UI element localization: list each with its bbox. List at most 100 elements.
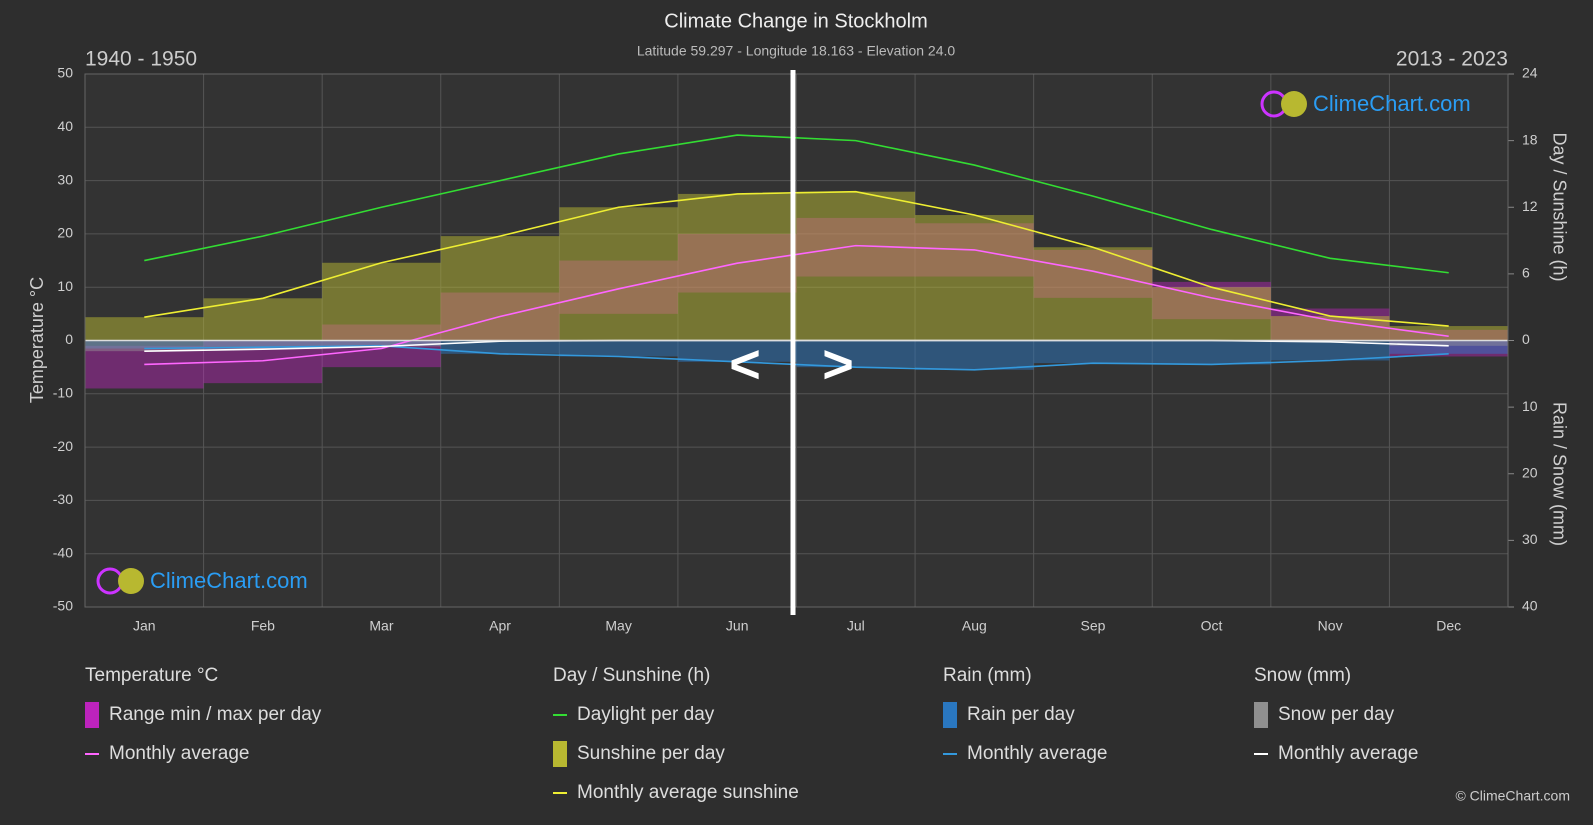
per-day-bar [796, 340, 916, 368]
logo-icon [118, 568, 144, 594]
y3-tick-label: 20 [1522, 464, 1538, 480]
x-tick-label: Mar [369, 618, 393, 634]
legend-title: Snow (mm) [1254, 665, 1351, 686]
legend-swatch [943, 702, 957, 728]
y-tick-label: 0 [65, 331, 73, 347]
monthly-average-line [144, 190, 1449, 327]
plot-area: -50 -40 -30 -20 -10 0 10 20 30 40 50 0 6 12 18 24 10 20 30… [53, 65, 1538, 634]
legend-title: Temperature °C [85, 665, 218, 686]
y-tick-label: -10 [53, 385, 73, 401]
per-day-bar [677, 340, 797, 362]
x-tick-label: May [605, 618, 631, 634]
y-tick-label: 30 [57, 171, 73, 187]
temperature-range [1152, 281, 1271, 320]
legend-label: Monthly average sunshine [577, 782, 799, 803]
y-tick-label: -50 [53, 598, 73, 614]
plot-frame [84, 73, 1509, 608]
per-day-bar [322, 340, 441, 346]
logo-text: ClimeChart.com [150, 568, 308, 593]
x-tick-label: Jul [847, 618, 865, 634]
monthly-average-line [144, 244, 1449, 366]
per-day-bar [85, 340, 204, 349]
nav-next[interactable]: > [822, 334, 854, 394]
per-day-bar [1152, 340, 1271, 365]
per-day-bar [1389, 340, 1508, 346]
per-day-bar [915, 215, 1034, 341]
per-day-bar [322, 262, 441, 341]
per-day-bar [203, 340, 323, 350]
monthly-average-line [144, 134, 1449, 274]
x-tick-label: Oct [1201, 618, 1223, 634]
temperature-range [559, 260, 678, 314]
per-day-bar [677, 193, 797, 341]
per-day-bar [322, 340, 441, 347]
period-right: 2013 - 2023 [1396, 48, 1508, 71]
legend-label: Snow per day [1278, 704, 1395, 725]
legend-label: Daylight per day [577, 704, 715, 725]
y-tick-label: 50 [57, 65, 73, 81]
y3-tick-label: 40 [1522, 598, 1538, 614]
y2-tick-label: 12 [1522, 198, 1538, 214]
x-tick-label: Apr [489, 618, 511, 634]
y2-tick-label: 24 [1522, 65, 1538, 81]
y2-axis-label: Day / Sunshine (h) [1549, 132, 1569, 281]
copyright: © ClimeChart.com [1455, 788, 1570, 804]
per-day-bar [559, 207, 678, 341]
legend-title: Rain (mm) [943, 665, 1032, 686]
y-axis-label: Temperature °C [27, 277, 47, 403]
per-day-bar [1152, 287, 1271, 341]
legend-label: Monthly average [967, 743, 1107, 764]
y3-tick-label: 30 [1522, 531, 1538, 547]
legend-label: Sunshine per day [577, 743, 725, 764]
temperature-range [1033, 249, 1153, 298]
per-day-bar [85, 317, 204, 341]
y3-axis-label: Rain / Snow (mm) [1549, 402, 1569, 546]
legend-label: Monthly average [1278, 743, 1418, 764]
per-day-bar [85, 340, 204, 352]
legend-swatch [553, 741, 567, 767]
y2-tick-label: 18 [1522, 131, 1538, 147]
per-day-bar [915, 340, 1034, 370]
logo-icon [1281, 91, 1307, 117]
logo-text: ClimeChart.com [1313, 91, 1471, 116]
per-day-bar [796, 191, 916, 341]
x-tick-label: Dec [1436, 618, 1461, 634]
legend-title: Day / Sunshine (h) [553, 665, 710, 686]
legend-label: Monthly average [109, 743, 249, 764]
logo-top: ClimeChart.com [1260, 90, 1471, 118]
x-tick-label: Nov [1318, 618, 1343, 634]
temperature-range [85, 345, 204, 389]
per-day-bar [1270, 340, 1390, 361]
x-tick-label: Jan [133, 618, 156, 634]
per-day-bar [203, 340, 323, 348]
y-tick-label: 40 [57, 118, 73, 134]
y-tick-label: -40 [53, 544, 73, 560]
period-left: 1940 - 1950 [85, 48, 197, 71]
x-tick-label: Sep [1080, 618, 1105, 634]
per-day-bar [1389, 326, 1508, 341]
y3-tick-label: 10 [1522, 398, 1538, 414]
y-tick-label: -20 [53, 438, 73, 454]
y-tick-label: 10 [57, 278, 73, 294]
per-day-bar [440, 340, 560, 354]
monthly-average-line [144, 345, 1449, 371]
per-day-bar [1389, 340, 1508, 354]
per-day-bar [559, 340, 678, 357]
legend-swatch [1254, 702, 1268, 728]
x-tick-label: Aug [962, 618, 987, 634]
temperature-range [1389, 329, 1508, 357]
temperature-range [1270, 308, 1390, 341]
y-tick-label: -30 [53, 491, 73, 507]
per-day-bar [1033, 340, 1153, 364]
legend: Temperature °C Range min / max per day Mon… [85, 665, 1418, 803]
y2-tick-label: 6 [1522, 265, 1530, 281]
nav-prev[interactable]: < [729, 334, 761, 394]
legend-label: Range min / max per day [109, 704, 322, 725]
x-tick-label: Feb [251, 618, 275, 634]
logo-bottom: ClimeChart.com [96, 567, 308, 595]
legend-swatch [85, 702, 99, 728]
x-tick-label: Jun [726, 618, 749, 634]
legend-label: Rain per day [967, 704, 1075, 725]
chart-title: Climate Change in Stockholm [664, 10, 927, 32]
